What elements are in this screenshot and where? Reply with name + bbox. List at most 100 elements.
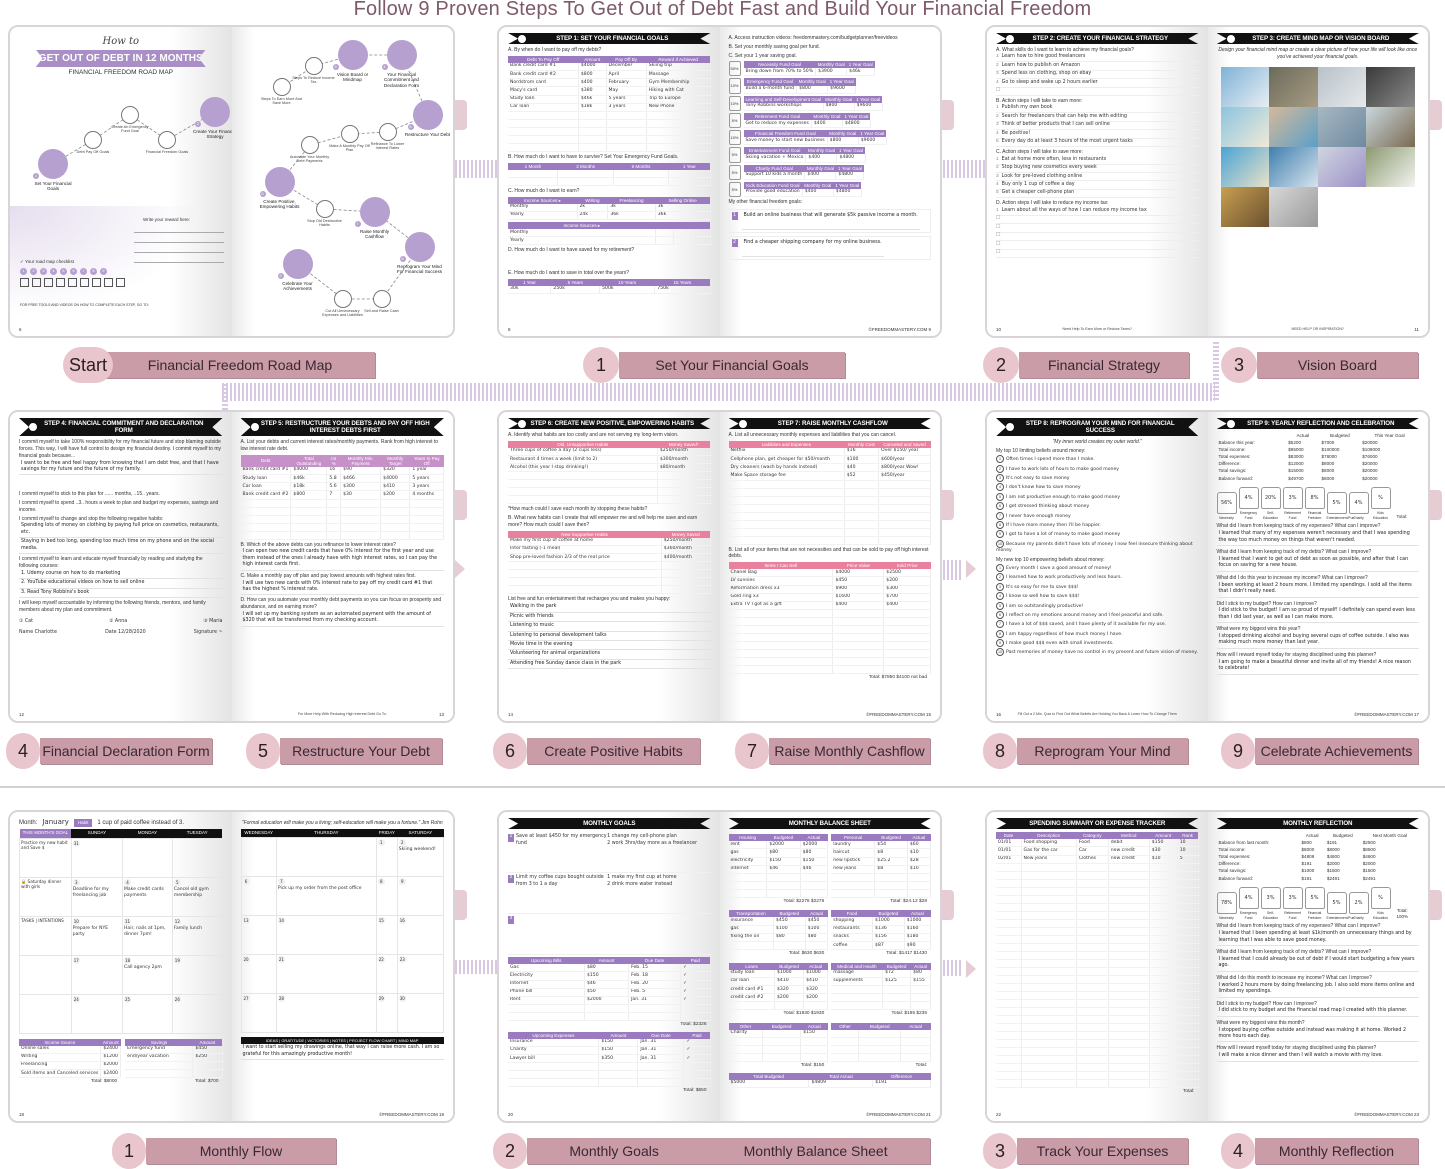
table-cell bbox=[1076, 959, 1109, 968]
table-cell bbox=[728, 512, 845, 521]
table-cell: Feb. 15 bbox=[628, 964, 682, 973]
goal-steps: 1 change my cell-phone plan 2 work 3hrs/d… bbox=[607, 832, 710, 872]
table-cell: $100000 bbox=[1321, 446, 1340, 452]
table-cell bbox=[1149, 991, 1178, 1000]
calendar-day: 10 Prepare for NYE party bbox=[70, 915, 124, 956]
table-cell bbox=[508, 1004, 585, 1014]
checklist-checkbox[interactable] bbox=[104, 278, 113, 288]
table-cell bbox=[508, 143, 579, 153]
checklist-checkbox[interactable] bbox=[116, 278, 125, 288]
right-page: STEP 3: CREATE MIND MAP OR VISION BOARD D… bbox=[1207, 27, 1428, 336]
left-page: Month: January Habit 1 cup of paid coffee i… bbox=[10, 812, 232, 1121]
table-cell: end/year vacation bbox=[125, 1053, 194, 1062]
table-block: Medical and Health Budgeted Actual massage $… bbox=[831, 961, 931, 1019]
prompt-text: A. List your debts and current interest … bbox=[240, 439, 439, 452]
calendar-day: 13 bbox=[240, 914, 277, 955]
data-table: Medical and Health Budgeted Actual massage $… bbox=[831, 962, 931, 1011]
checklist-checkbox[interactable] bbox=[68, 278, 77, 288]
table-cell bbox=[996, 951, 1022, 960]
table-cell: Jan. 31 bbox=[637, 1046, 685, 1056]
table-cell bbox=[1021, 927, 1077, 936]
table-cell bbox=[1076, 919, 1109, 928]
table-cell bbox=[831, 985, 884, 995]
quote-text: "Formal education will make you a living… bbox=[241, 820, 443, 826]
step-icon bbox=[1225, 33, 1236, 44]
checklist-checkbox[interactable] bbox=[20, 278, 29, 288]
checklist-number: 9 bbox=[100, 268, 107, 276]
column-header: Food bbox=[831, 910, 873, 918]
table-row: 01/01 Gas for the car Car new credit $30 10 bbox=[996, 846, 1199, 856]
column-header: Next Month Goal bbox=[1372, 833, 1408, 839]
jar-label: Emergency Fund bbox=[1239, 911, 1258, 920]
table-row: car loan $410 $410 bbox=[728, 977, 829, 987]
calendar-day: 27 bbox=[240, 992, 277, 1033]
table-total: Total: bbox=[1183, 1088, 1195, 1094]
reward-line bbox=[133, 262, 224, 263]
checklist-checkbox[interactable] bbox=[80, 278, 89, 288]
numbered-list: 1 Publish my own book 2 Search for freelanc… bbox=[996, 105, 1199, 148]
question: What did I do this year to increase my i… bbox=[1216, 574, 1368, 581]
table-cell bbox=[508, 1062, 600, 1072]
checklist-checkbox[interactable] bbox=[32, 278, 41, 288]
table-cell bbox=[380, 515, 411, 524]
right-page: MONTHLY BALANCE SHEET Housing Budgeted Actu… bbox=[719, 812, 940, 1121]
table-row-empty bbox=[831, 873, 932, 882]
jar-icon: 10% bbox=[728, 95, 741, 111]
table-cell bbox=[1149, 895, 1178, 904]
data-table: Financial Freedom Fund Goal Monthly Goal 1… bbox=[743, 130, 887, 146]
data-table: Items I Can Sell Price Value Sold Price Cha… bbox=[728, 562, 932, 675]
table-cell: Skiing vacation + Mexico bbox=[743, 154, 807, 163]
table-block: Old, Unsupportive Habits Money Saved* Thre… bbox=[508, 440, 711, 505]
table-row: Bank credit card #2 $800 April Massage bbox=[508, 70, 711, 80]
vision-image-gold-key bbox=[1220, 186, 1270, 227]
checklist-checkbox[interactable] bbox=[44, 278, 53, 288]
table-cell bbox=[290, 515, 328, 524]
list-item: ☐ bbox=[996, 250, 1199, 258]
table-cell: Car loan bbox=[240, 482, 292, 492]
table-cell bbox=[728, 1053, 764, 1063]
checklist-checkbox[interactable] bbox=[56, 278, 65, 288]
table-block: 1 Year 5 Years 10 Years 15 Years 30k 250k 500k… bbox=[508, 278, 711, 295]
page-number: 16 bbox=[996, 711, 1002, 717]
day-number: 26 bbox=[173, 995, 181, 1003]
table-row: Sold items and Canceled services $2400 bbox=[19, 1069, 122, 1079]
table-header-row: Other Budgeted Actual bbox=[831, 1022, 931, 1030]
table-cell bbox=[1149, 999, 1178, 1008]
handwritten-answer: Spending lots of money on clothing by pa… bbox=[19, 522, 223, 539]
table-row: Bank credit card #1 $4000 December Skiing t… bbox=[508, 62, 711, 72]
item-number: 2 bbox=[996, 165, 999, 171]
table-cell bbox=[907, 873, 932, 882]
jar-label: Kids Education bbox=[1372, 911, 1389, 920]
table-cell bbox=[1076, 1015, 1109, 1024]
jar: % Kids Education bbox=[1370, 887, 1391, 920]
column-header: Monthly Goal bbox=[811, 112, 843, 120]
table-row-empty bbox=[996, 903, 1199, 912]
table-total: Total: $2276 $2276 bbox=[783, 898, 825, 904]
table-cell bbox=[831, 1037, 860, 1046]
table-cell: 16 bbox=[326, 466, 342, 476]
table-row: credit card #2 $200 $200 bbox=[728, 993, 829, 1003]
table-cell bbox=[1021, 887, 1077, 896]
step-icon bbox=[1005, 33, 1015, 44]
left-page: STEP 4: FINANCIAL COMMITMENT AND DECLARA… bbox=[10, 412, 232, 721]
table-cell: Jan. 31 bbox=[637, 1054, 685, 1064]
table-cell bbox=[1021, 903, 1077, 912]
handwritten-answer: 3. Read Tony Robbins's book bbox=[19, 589, 223, 599]
column-header: Monthly Goal bbox=[804, 164, 836, 172]
table-cell: Build a 6-month fund bbox=[743, 85, 798, 94]
roadmap-node-percent-icon bbox=[378, 123, 397, 141]
day-number: 3 bbox=[72, 878, 80, 886]
table-cell bbox=[1076, 999, 1109, 1008]
checklist-checkbox[interactable] bbox=[92, 278, 101, 288]
roadmap-node-label: Steps To Earn More And Save More bbox=[260, 97, 303, 106]
connector-stripe bbox=[455, 960, 497, 974]
table-cell: 24k bbox=[577, 211, 609, 221]
roadmap-node-trophy-icon bbox=[282, 249, 313, 279]
page-tab bbox=[1430, 890, 1442, 920]
table-cell bbox=[883, 609, 931, 619]
table-cell: $18k bbox=[290, 482, 328, 492]
table-cell bbox=[910, 1001, 931, 1011]
